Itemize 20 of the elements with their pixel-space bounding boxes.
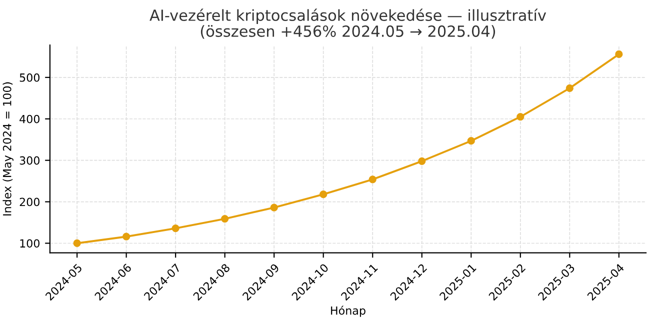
point: [270, 204, 278, 212]
y-tick-label: 100: [20, 239, 40, 248]
point: [615, 50, 623, 58]
y-tick-label: 500: [20, 73, 40, 82]
point: [418, 157, 426, 165]
chart-title: AI-vezérelt kriptocsalások növekedése — illusztratív (összesen +456% 2024.05 → 2025.04): [150, 8, 546, 39]
point: [516, 112, 524, 121]
point: [467, 137, 475, 145]
point: [566, 84, 574, 92]
y-tick-label: 200: [20, 198, 40, 206]
y-tick-label: 400: [20, 114, 40, 124]
point: [73, 239, 81, 248]
y-tick-label: 300: [20, 156, 40, 165]
point: [320, 190, 328, 198]
x-axis-title: Hónap: [331, 306, 366, 317]
point: [221, 214, 229, 223]
point: [122, 232, 130, 240]
point: [172, 224, 180, 232]
point: [368, 176, 376, 184]
y-axis-title: Index (May 2024 = 100): [2, 82, 14, 216]
